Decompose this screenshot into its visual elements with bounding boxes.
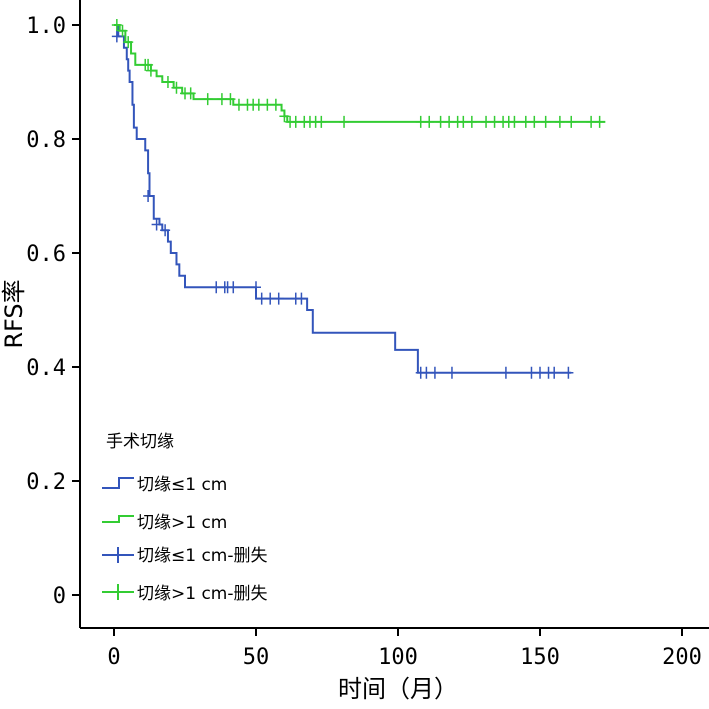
censor-mark-2 <box>225 93 236 106</box>
censor-mark-1 <box>296 292 307 305</box>
censor-mark-2 <box>262 98 273 111</box>
censor-mark-1 <box>429 366 440 379</box>
censor-mark-1 <box>251 281 261 294</box>
censor-mark-2 <box>466 115 477 128</box>
legend-censor-swatch-4 <box>102 584 134 600</box>
censor-mark-2 <box>339 115 350 128</box>
censor-mark-2 <box>171 81 182 94</box>
censor-mark-2 <box>202 93 213 106</box>
censor-mark-1 <box>273 292 284 305</box>
censor-mark-2 <box>185 87 196 100</box>
censor-mark-1 <box>256 292 267 305</box>
censor-mark-1 <box>446 366 457 379</box>
censor-mark-2 <box>481 115 492 128</box>
axes <box>79 0 709 629</box>
legend: 手术切缘 切缘≤1 cm 切缘>1 cm 切缘≤1 cm-删失 切缘>1 cm-… <box>102 432 268 604</box>
censor-mark-2 <box>540 115 551 128</box>
censor-mark-2 <box>554 115 565 128</box>
censor-mark-2 <box>253 98 264 111</box>
legend-step-swatch-1 <box>102 477 134 489</box>
x-tick-label: 200 <box>662 645 702 670</box>
x-axis-title: 时间（月） <box>338 675 458 703</box>
censor-mark-2 <box>594 115 605 128</box>
censor-mark-2 <box>279 110 290 123</box>
legend-censor-swatch-3 <box>102 547 134 563</box>
censor-mark-2 <box>117 24 128 37</box>
censor-mark-2 <box>415 115 426 128</box>
censor-mark-2 <box>586 115 597 128</box>
censor-mark-2 <box>520 115 531 128</box>
x-tick-label: 100 <box>378 645 418 670</box>
legend-entry-3: 切缘≤1 cm-删失 <box>102 546 268 566</box>
censor-mark-1 <box>265 292 276 305</box>
y-tick-label: 0.8 <box>26 128 66 153</box>
censor-mark-1 <box>549 366 560 379</box>
censor-mark-2 <box>316 115 327 128</box>
censor-mark-2 <box>216 93 227 106</box>
censor-mark-2 <box>489 115 500 128</box>
censor-mark-1 <box>151 218 162 231</box>
censor-mark-1 <box>143 190 154 202</box>
legend-entry-2: 切缘>1 cm <box>102 513 227 533</box>
legend-title: 手术切缘 <box>106 432 174 452</box>
censor-mark-2 <box>270 98 281 111</box>
censor-mark-1 <box>228 281 239 294</box>
legend-label-2: 切缘>1 cm <box>137 513 227 533</box>
censor-mark-2 <box>123 36 134 49</box>
survival-curve-1 <box>114 24 572 374</box>
y-tick-label: 0.6 <box>26 242 66 267</box>
curves <box>111 19 606 379</box>
legend-label-1: 切缘≤1 cm <box>137 475 227 495</box>
y-axis-title: RFS率 <box>0 279 28 348</box>
legend-step-swatch-2 <box>102 515 134 523</box>
censor-mark-2 <box>566 115 577 128</box>
censor-mark-1 <box>421 366 432 379</box>
censor-mark-1 <box>211 281 222 294</box>
censor-mark-1 <box>563 366 574 379</box>
censor-mark-2 <box>444 115 455 128</box>
y-tick-label: 0.2 <box>26 470 66 495</box>
censor-mark-2 <box>111 19 122 31</box>
censor-mark-2 <box>145 64 156 77</box>
legend-entry-1: 切缘≤1 cm <box>102 475 227 495</box>
censor-mark-2 <box>424 115 435 128</box>
x-tick-label: 0 <box>107 645 120 670</box>
censor-mark-2 <box>162 76 173 88</box>
censor-mark-1 <box>535 366 545 379</box>
y-tick-label: 0 <box>53 584 66 609</box>
censor-mark-2 <box>509 115 520 128</box>
survival-curve-2 <box>114 24 606 123</box>
censor-mark-2 <box>435 115 446 128</box>
censor-mark-2 <box>233 98 244 111</box>
censor-mark-1 <box>500 366 511 379</box>
legend-entry-4: 切缘>1 cm-删失 <box>102 584 268 604</box>
censor-mark-2 <box>529 115 540 128</box>
y-tick-label: 0.4 <box>26 356 66 381</box>
censor-mark-1 <box>160 224 171 237</box>
censor-mark-1 <box>526 366 537 379</box>
censor-mark-2 <box>290 115 301 128</box>
legend-label-3: 切缘≤1 cm-删失 <box>137 546 268 566</box>
y-tick-label: 1.0 <box>26 14 66 39</box>
legend-label-4: 切缘>1 cm-删失 <box>137 584 268 604</box>
ticks: 0 50 100 150 200 0 0.2 0.4 0.6 0.8 1.0 <box>26 14 702 670</box>
censor-mark-1 <box>111 30 122 43</box>
x-tick-label: 150 <box>520 645 560 670</box>
censor-mark-2 <box>458 115 469 128</box>
x-tick-label: 50 <box>243 645 270 670</box>
